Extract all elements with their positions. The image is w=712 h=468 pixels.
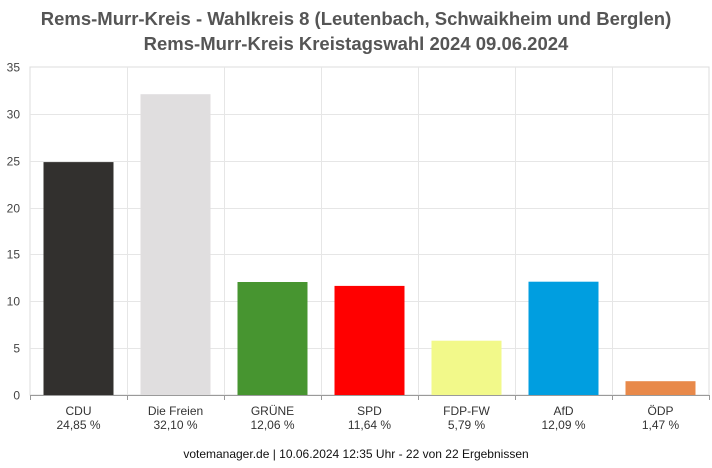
x-tick-label: FDP-FW (443, 404, 490, 418)
y-tick-label: 10 (7, 295, 21, 309)
x-tick-label: AfD (553, 404, 573, 418)
x-tick-label: GRÜNE (251, 404, 294, 418)
y-tick-label: 35 (7, 61, 21, 75)
bar-value-label: 1,47 % (642, 418, 680, 432)
x-tick-label: SPD (357, 404, 382, 418)
footer-source: votemanager.de | 10.06.2024 12:35 Uhr - … (183, 447, 529, 461)
bar-value-label: 24,85 % (56, 418, 100, 432)
bar-die-freien (140, 94, 211, 395)
chart-title: Rems-Murr-Kreis - Wahlkreis 8 (Leutenbac… (40, 8, 672, 29)
bar-value-label: 5,79 % (448, 418, 486, 432)
bar-value-label: 12,09 % (541, 418, 585, 432)
x-tick-label: ÖDP (647, 404, 673, 418)
bar-cdu (43, 162, 114, 395)
y-tick-label: 15 (7, 248, 21, 262)
y-tick-label: 5 (13, 342, 20, 356)
bar-afd (528, 281, 599, 395)
x-tick-label: CDU (66, 404, 92, 418)
bar-fdp-fw (431, 340, 502, 395)
bar-ödp (625, 381, 696, 395)
y-tick-label: 25 (7, 155, 21, 169)
bar-grüne (237, 282, 308, 395)
y-tick-label: 30 (7, 108, 21, 122)
chart-subtitle: Rems-Murr-Kreis Kreistagswahl 2024 09.06… (143, 33, 569, 54)
y-tick-label: 0 (13, 389, 20, 403)
bar-value-label: 32,10 % (153, 418, 197, 432)
bar-value-label: 11,64 % (348, 418, 391, 432)
x-tick-label: Die Freien (148, 404, 203, 418)
y-tick-label: 20 (7, 202, 21, 216)
bar-spd (334, 285, 405, 395)
bar-value-label: 12,06 % (250, 418, 294, 432)
